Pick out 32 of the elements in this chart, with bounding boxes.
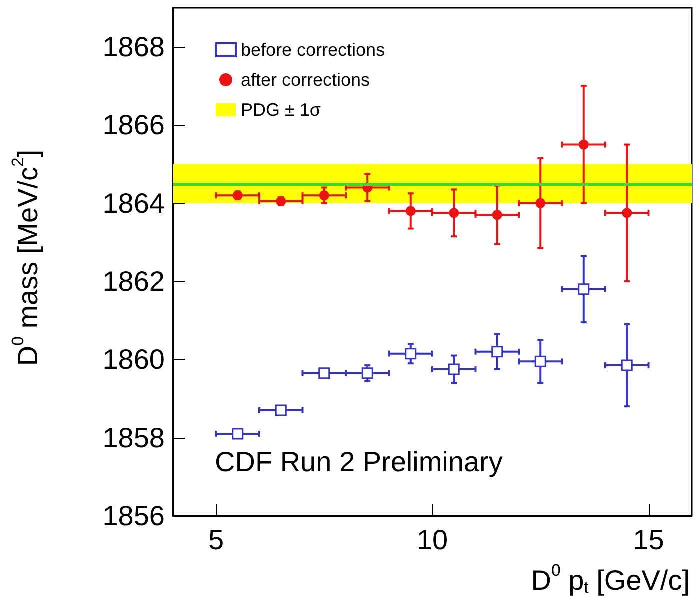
point — [405, 348, 417, 360]
point — [362, 368, 374, 380]
x-tick-label: 15 — [633, 524, 664, 556]
point — [492, 346, 504, 358]
point — [622, 208, 632, 218]
x-tick-label: 5 — [208, 524, 224, 556]
annotation: CDF Run 2 Preliminary — [215, 446, 503, 478]
y-tick-label: 1860 — [102, 344, 165, 376]
point — [275, 404, 287, 416]
legend-label: before corrections — [241, 40, 386, 60]
point — [534, 356, 546, 368]
legend-label: PDG ± 1σ — [241, 100, 322, 120]
point — [578, 284, 590, 296]
y-tick-label: 1864 — [102, 188, 165, 219]
legend-label: after corrections — [241, 70, 370, 90]
point — [492, 210, 502, 220]
y-tick-label: 1866 — [102, 110, 165, 141]
y-axis-title: D0 mass [MeV/c2] — [8, 150, 44, 366]
point — [449, 208, 460, 218]
point — [406, 206, 416, 216]
y-tick-label: 1856 — [102, 500, 165, 532]
point — [232, 428, 244, 440]
point — [536, 198, 546, 208]
point — [319, 190, 330, 201]
y-tick-label: 1858 — [102, 422, 165, 454]
point — [448, 364, 460, 376]
y-tick-label: 1868 — [102, 32, 165, 63]
y-tick-label: 1862 — [102, 266, 165, 298]
point — [578, 140, 589, 150]
x-tick-label: 10 — [416, 524, 448, 556]
point — [621, 360, 633, 372]
point — [318, 368, 330, 380]
